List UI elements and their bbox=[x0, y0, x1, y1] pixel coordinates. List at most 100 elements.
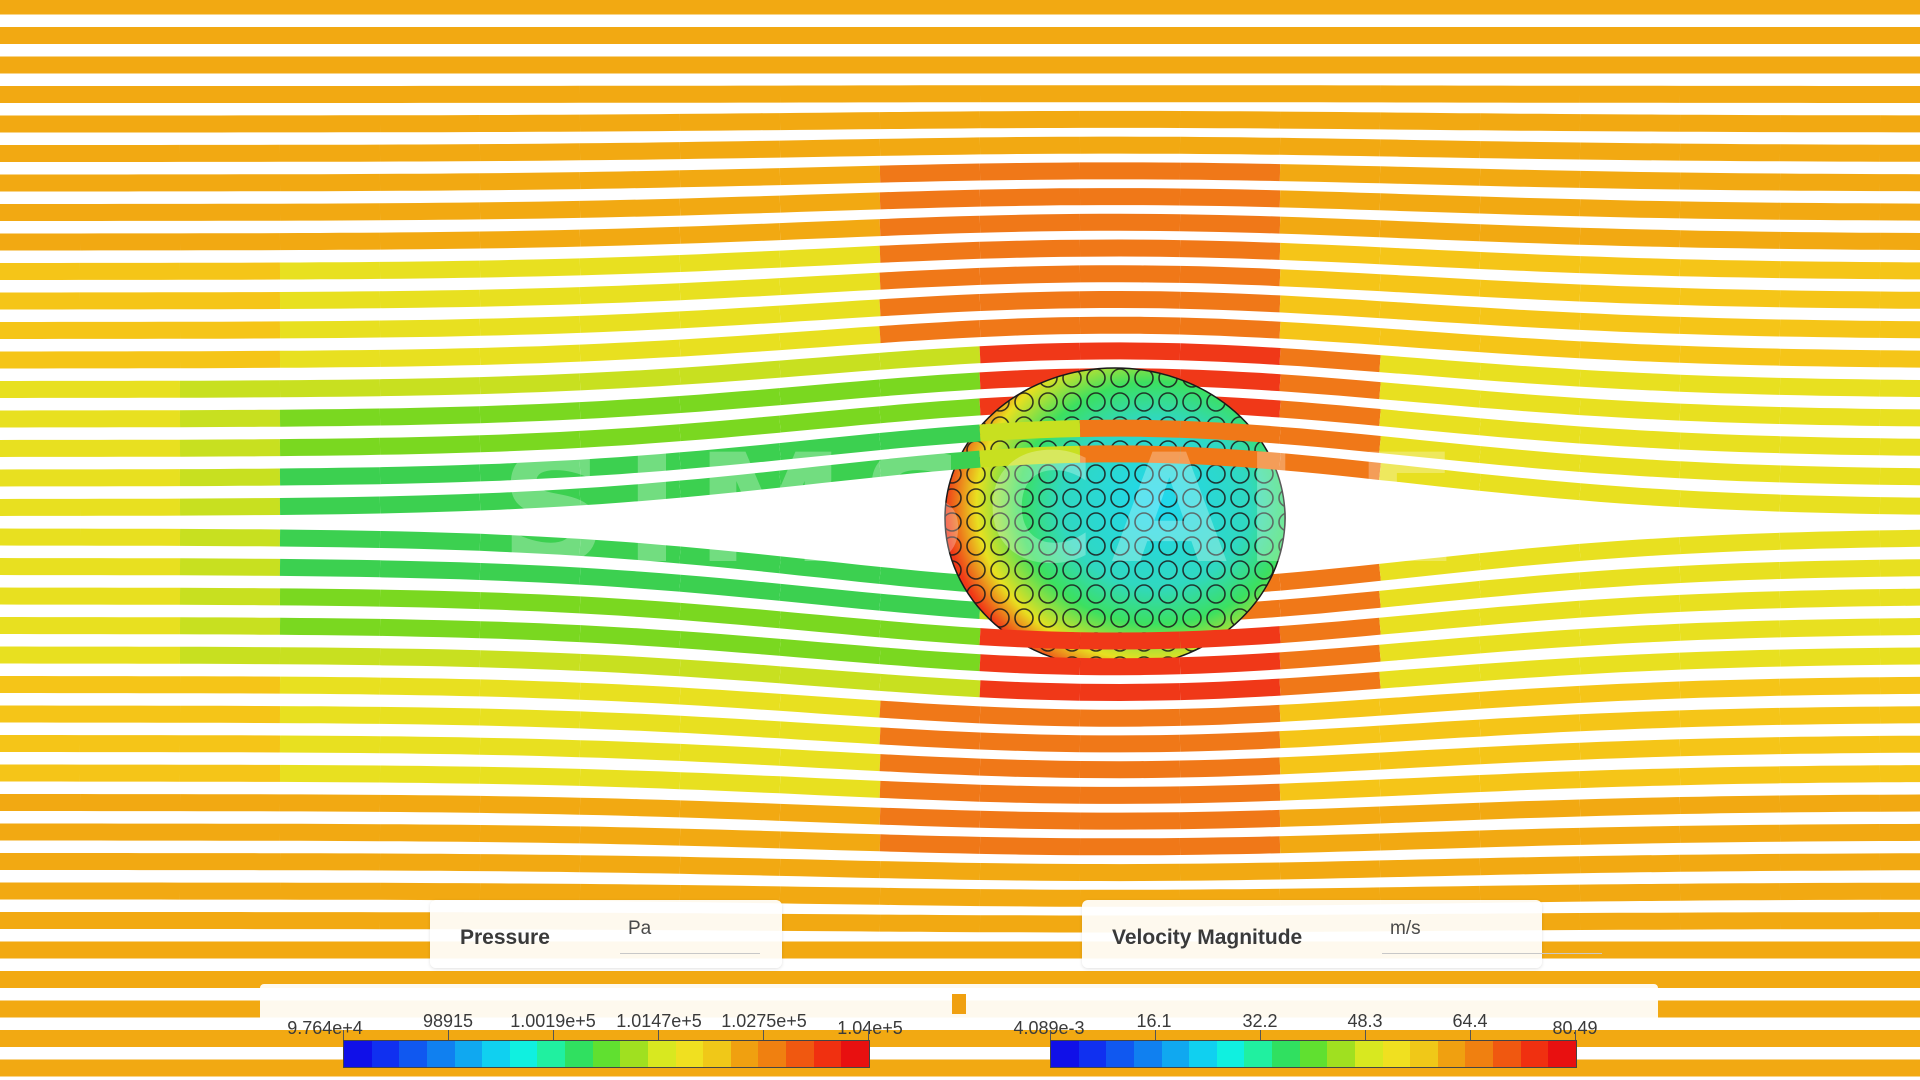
streamline-segment bbox=[1379, 802, 1481, 824]
streamline-segment bbox=[1779, 618, 1881, 638]
streamline-segment bbox=[1579, 710, 1681, 732]
streamline-segment bbox=[679, 715, 781, 739]
colorbar-segment bbox=[758, 1041, 786, 1067]
streamline-segment bbox=[1179, 291, 1281, 313]
colorbar-tick bbox=[1365, 1030, 1366, 1040]
streamline-segment bbox=[779, 459, 881, 488]
streamline-segment bbox=[379, 560, 481, 580]
streamline-segment bbox=[1479, 714, 1581, 737]
streamline-segment bbox=[379, 531, 481, 551]
colorbar-segment bbox=[1354, 1041, 1383, 1067]
streamline-segment bbox=[179, 409, 281, 428]
streamline-segment bbox=[1279, 752, 1381, 775]
streamline-segment bbox=[379, 736, 481, 755]
streamline-segment bbox=[1079, 760, 1181, 779]
streamline-segment bbox=[479, 650, 581, 671]
streamline-segment bbox=[1579, 797, 1681, 817]
streamline-segment bbox=[679, 470, 781, 498]
streamline-segment bbox=[579, 567, 681, 592]
streamline-segment bbox=[1779, 677, 1881, 696]
streamline-segment bbox=[579, 198, 681, 218]
streamline-segment bbox=[779, 379, 881, 406]
streamline-segment bbox=[1079, 657, 1181, 676]
streamline-segment bbox=[1579, 825, 1681, 845]
streamline-segment bbox=[1579, 114, 1681, 132]
streamline-segment bbox=[1579, 284, 1681, 305]
streamline-segment bbox=[879, 215, 981, 237]
streamline-segment bbox=[979, 732, 1081, 753]
streamline-segment bbox=[679, 687, 781, 711]
streamline-segment bbox=[979, 136, 1081, 155]
streamline-segment bbox=[1579, 369, 1681, 392]
streamline-segment bbox=[1079, 239, 1181, 258]
streamline-segment bbox=[879, 294, 981, 317]
streamline-segment bbox=[679, 602, 781, 629]
streamline-segment bbox=[1379, 166, 1481, 186]
streamline-segment bbox=[779, 858, 881, 879]
streamline-segment bbox=[1179, 317, 1281, 339]
colorbar-segment bbox=[592, 1041, 621, 1067]
streamline-segment bbox=[879, 887, 981, 907]
streamline-segment bbox=[679, 223, 781, 244]
streamline-segment bbox=[1479, 279, 1581, 302]
streamline-segment bbox=[779, 831, 881, 852]
streamline-segment bbox=[279, 408, 381, 427]
legend-separator-marker bbox=[952, 994, 966, 1014]
velocity-tick-label: 16.1 bbox=[1136, 1011, 1172, 1031]
streamline-segment bbox=[279, 320, 381, 339]
streamline-segment bbox=[679, 443, 781, 470]
colorbar-segment bbox=[399, 1041, 427, 1067]
colorbar-segment bbox=[813, 1041, 842, 1067]
streamline-segment bbox=[479, 459, 581, 482]
colorbar-segment bbox=[703, 1041, 731, 1067]
streamline-segment bbox=[1379, 301, 1481, 325]
streamline-segment bbox=[1779, 290, 1881, 309]
streamline-segment bbox=[479, 430, 581, 453]
streamline-segment bbox=[379, 318, 481, 338]
streamline-segment bbox=[1679, 201, 1781, 220]
streamline-segment bbox=[379, 648, 481, 668]
streamline-segment bbox=[1879, 497, 1920, 515]
streamline-segment bbox=[1279, 779, 1381, 801]
velocity-legend-header[interactable]: Velocity Magnitude m/s bbox=[1082, 900, 1602, 968]
streamline-segment bbox=[579, 855, 681, 874]
streamline-segment bbox=[279, 676, 381, 695]
pressure-tick-label: 1.0019e+5 bbox=[510, 1011, 596, 1031]
streamline-segment bbox=[979, 213, 1081, 233]
streamline-segment bbox=[1079, 419, 1181, 438]
streamline-segment bbox=[879, 593, 981, 619]
streamline-segment bbox=[579, 538, 681, 564]
streamline-segment bbox=[679, 140, 781, 160]
streamline-segment bbox=[1379, 580, 1481, 608]
pressure-legend-header[interactable]: Pressure Pa bbox=[430, 900, 782, 968]
streamline-segment bbox=[679, 828, 781, 849]
streamline-segment bbox=[1579, 426, 1681, 450]
streamline-segment bbox=[479, 172, 581, 191]
velocity-unit-field[interactable]: m/s bbox=[1390, 918, 1421, 939]
streamline-segment bbox=[1579, 681, 1681, 703]
streamline-segment bbox=[1379, 664, 1481, 689]
colorbar-segment bbox=[371, 1041, 400, 1067]
streamline-segment bbox=[1479, 657, 1581, 682]
streamline-segment bbox=[579, 883, 681, 902]
streamline-segment bbox=[1279, 137, 1381, 157]
streamline-segment bbox=[979, 836, 1081, 856]
streamline-segment bbox=[879, 372, 981, 397]
streamline-segment bbox=[779, 165, 881, 186]
streamline-segment bbox=[879, 914, 981, 933]
streamline-segment bbox=[1579, 341, 1681, 363]
streamline-segment bbox=[679, 250, 781, 272]
streamline-segment bbox=[1879, 409, 1920, 427]
streamline-segment bbox=[579, 711, 681, 733]
streamline-segment bbox=[1379, 328, 1481, 353]
streamline-segment bbox=[879, 241, 981, 263]
colorbar-tick bbox=[1470, 1030, 1471, 1040]
pressure-unit-field[interactable]: Pa bbox=[628, 918, 652, 939]
streamline-segment bbox=[379, 406, 481, 426]
streamline-segment bbox=[1079, 708, 1181, 727]
streamline-segment bbox=[179, 350, 281, 369]
streamline-segment bbox=[579, 424, 681, 448]
streamline-segment bbox=[1779, 794, 1881, 813]
streamline-segment bbox=[1379, 691, 1481, 716]
